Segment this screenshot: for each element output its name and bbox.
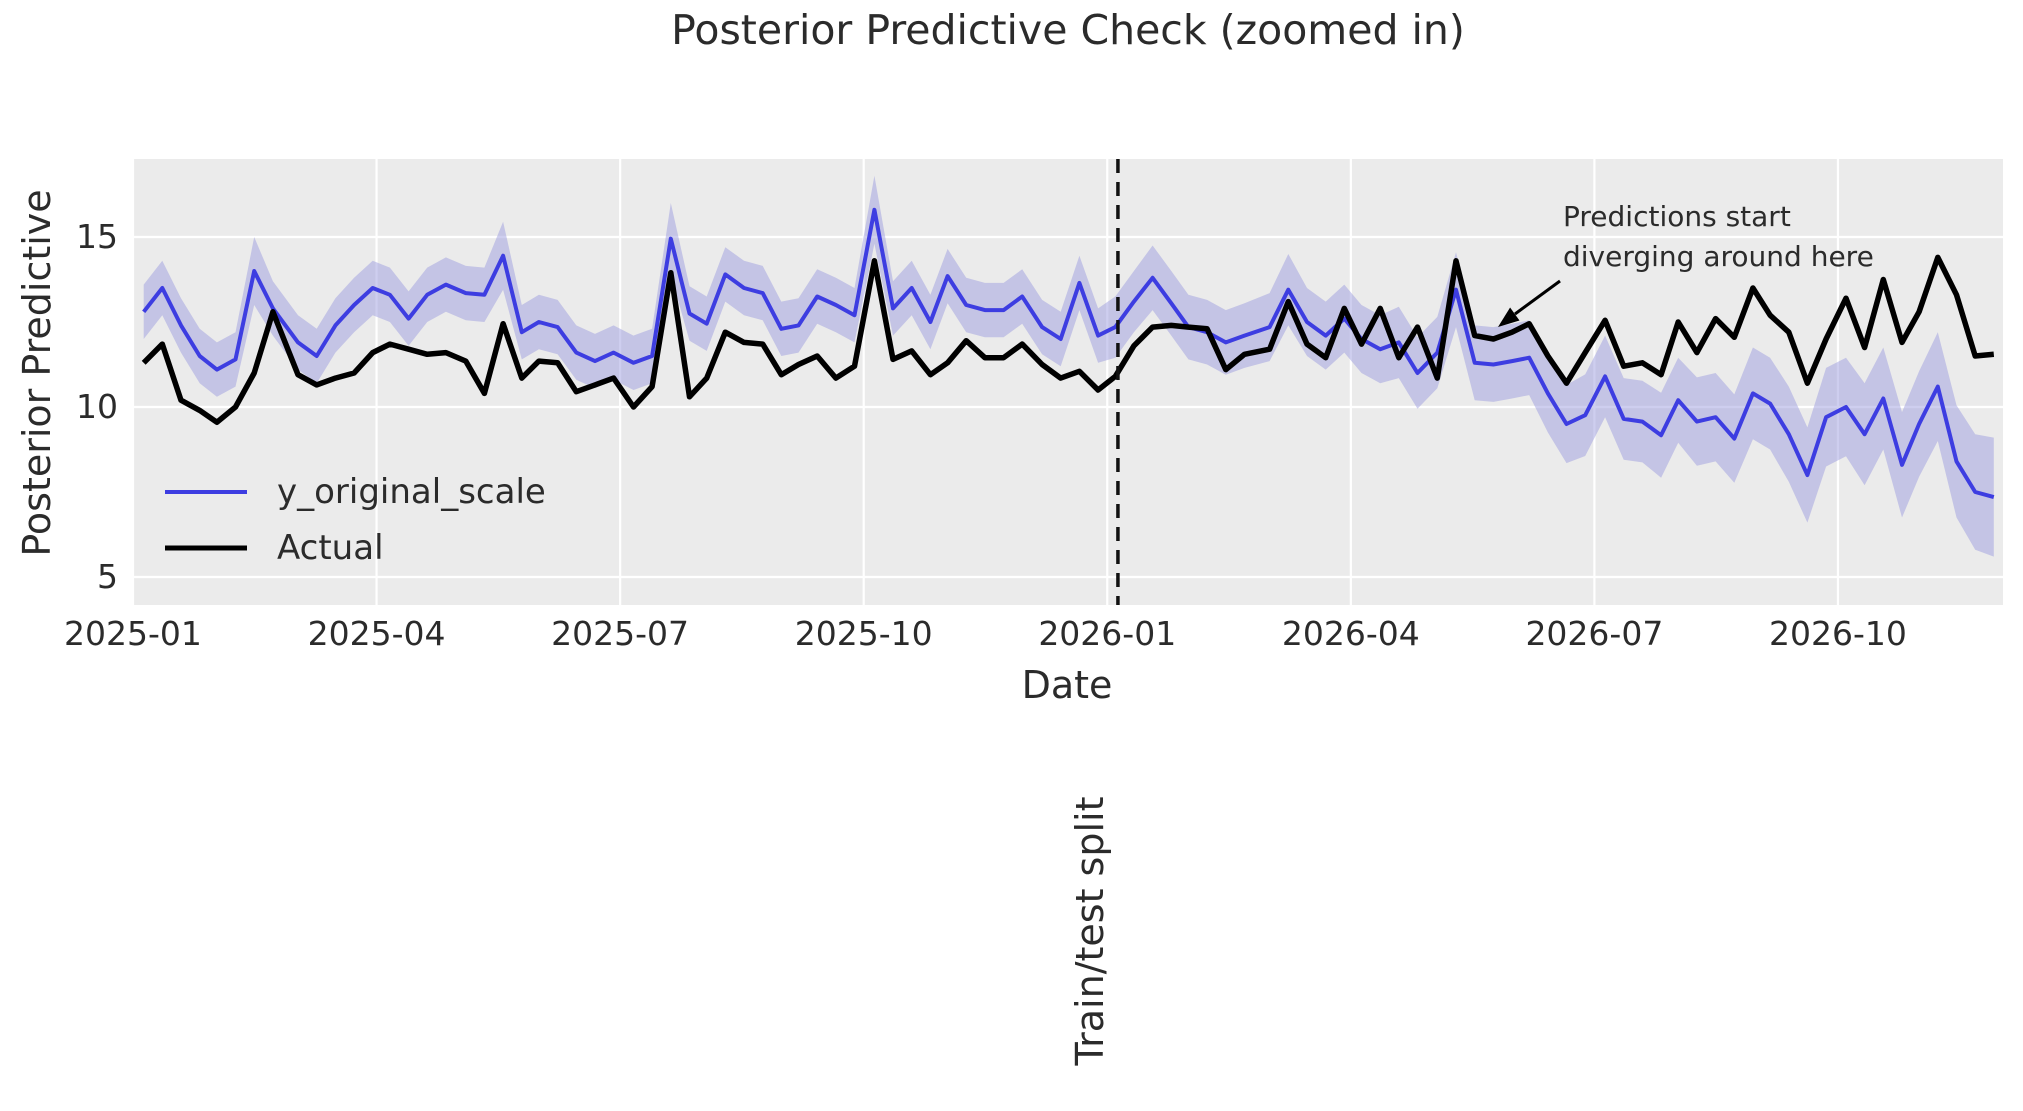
x-tick-label: 2025-01 [64, 614, 202, 653]
x-axis-label: Date [1022, 663, 1113, 707]
series-y-original-scale-line [142, 207, 1995, 500]
y-tick-label: 5 [97, 557, 118, 596]
data-layer [141, 175, 1995, 557]
legend-label-actual: Actual [277, 528, 384, 568]
annotation-text-line2: diverging around here [1563, 240, 1874, 273]
annotation-arrow-head-icon [1498, 307, 1520, 327]
chart-title: Posterior Predictive Check (zoomed in) [671, 6, 1465, 54]
y-tick-labels: 5 10 15 [76, 217, 118, 596]
x-tick-label: 2025-10 [795, 614, 933, 653]
annotation: Predictions start diverging around here [1498, 200, 1874, 327]
x-tick-label: 2026-01 [1038, 614, 1176, 653]
series-actual-line [141, 254, 1995, 426]
x-tick-label: 2026-07 [1525, 614, 1663, 653]
y-tick-label: 15 [76, 217, 118, 256]
y-tick-label: 10 [76, 387, 118, 426]
x-tick-label: 2026-04 [1282, 614, 1420, 653]
x-tick-label: 2025-07 [551, 614, 689, 653]
legend: y_original_scale Actual [165, 472, 546, 568]
legend-label-y-original-scale: y_original_scale [277, 472, 546, 512]
x-tick-label: 2026-10 [1769, 614, 1907, 653]
annotation-text-line1: Predictions start [1563, 200, 1791, 233]
x-tick-labels: 2025-01 2025-04 2025-07 2025-10 2026-01 2026-… [64, 614, 1907, 653]
annotation-arrow-line [1514, 279, 1561, 316]
x-tick-label: 2025-04 [308, 614, 446, 653]
train-test-split-label: Train/test split [1068, 797, 1112, 1067]
y-axis-label: Posterior Predictive [15, 189, 59, 556]
